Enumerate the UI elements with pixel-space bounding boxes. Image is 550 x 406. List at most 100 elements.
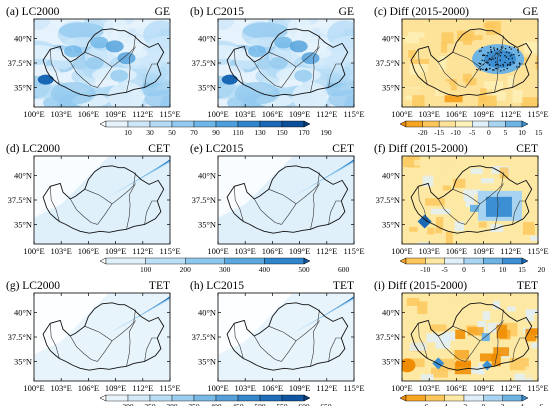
x-tick-label: 103°E — [235, 383, 256, 393]
y-tick-label: 40°N — [198, 308, 216, 318]
x-tick-label: 106°E — [262, 246, 283, 256]
colorbar-segment — [193, 394, 217, 402]
x-tick-label: 100°E — [23, 246, 44, 256]
colorbar-tick-label: 400 — [259, 265, 271, 274]
colorbar-tick-label: -10 — [420, 265, 430, 274]
x-tick-label: 106°E — [78, 246, 99, 256]
colorbar-segment — [405, 394, 426, 402]
x-tick-label: 112°E — [132, 246, 153, 256]
y-tick-label: 35°N — [198, 356, 216, 366]
panel-tag: GE — [155, 6, 170, 18]
x-tick-label: 106°E — [446, 383, 467, 393]
colorbar-segment — [149, 394, 173, 402]
y-tick-label: 40°N — [198, 34, 216, 44]
x-tick-label: 109°E — [473, 383, 494, 393]
colorbar-tick-label: 70 — [190, 128, 198, 137]
x-tick-label: 115°E — [159, 109, 180, 119]
x-tick-label: 106°E — [446, 109, 467, 119]
x-tick-label: 115°E — [527, 109, 548, 119]
x-tick-label: 115°E — [527, 246, 548, 256]
colorbar-tick-label: 170 — [298, 128, 310, 137]
panel-label: (e) LC2015 — [190, 143, 244, 155]
y-tick-label: 37.5°N — [376, 195, 400, 205]
row-cet: 100°E 103°E 106°E 109°E 112°E 115°E 40°N 37.5°N… — [6, 143, 549, 274]
x-tick-label: 100°E — [391, 383, 412, 393]
colorbar-segment — [105, 120, 129, 128]
colorbar-tet-diff: -6 -4 -2 0 2 4 6 — [399, 394, 543, 406]
row-tet: 100°E 103°E 106°E 109°E 112°E 115°E 40°N 37.5°N… — [6, 280, 549, 406]
colorbar-segment — [105, 394, 129, 402]
region-boundary — [42, 302, 165, 371]
colorbar-ge-diff: -20 -15 -10 -5 0 5 10 15 — [399, 120, 543, 137]
panel-tag: GE — [339, 6, 354, 18]
colorbar-segment — [215, 120, 239, 128]
panel-label: (c) Diff (2015-2000) — [374, 6, 469, 18]
colorbar-tick-label: 200 — [122, 402, 134, 406]
colorbar-tick-label: -2 — [461, 402, 467, 406]
row-ge: 100°E 103°E 106°E 109°E 112°E 115°E 40°N 37.5°N… — [6, 6, 549, 137]
colorbar-segment — [105, 257, 146, 265]
y-tick-label: 37.5°N — [376, 58, 400, 68]
x-tick-label: 112°E — [500, 383, 521, 393]
colorbar-segment — [502, 257, 523, 265]
colorbar-tick-label: 500 — [254, 402, 266, 406]
colorbar-segment — [455, 120, 473, 128]
colorbar-segment — [405, 120, 423, 128]
y-tick-label: 37.5°N — [8, 58, 32, 68]
x-tick-label: 109°E — [473, 246, 494, 256]
colorbar-segment — [171, 394, 195, 402]
colorbar-ge: 10 30 50 70 90 110 130 150 170 190 — [99, 120, 332, 137]
y-tick-label: 37.5°N — [8, 195, 32, 205]
panel-label: (d) LC2000 — [6, 143, 60, 155]
x-tick-label: 100°E — [207, 109, 228, 119]
colorbar-tick-label: 100 — [140, 265, 152, 274]
x-tick-label: 109°E — [105, 109, 126, 119]
panel-tag: GE — [523, 6, 538, 18]
map-panel-b: 100°E 103°E 106°E 109°E 112°E 115°E 40°N 37.5°N… — [190, 6, 365, 119]
colorbar-segment — [127, 120, 151, 128]
colorbar-segment — [438, 120, 456, 128]
colorbar-segment — [502, 394, 523, 402]
colorbar-tick-label: 450 — [232, 402, 244, 406]
colorbar-tick-label: 15 — [518, 265, 526, 274]
colorbar-segment — [184, 257, 225, 265]
y-tick-label: 37.5°N — [192, 58, 216, 68]
x-tick-label: 112°E — [316, 109, 337, 119]
x-tick-label: 103°E — [419, 383, 440, 393]
y-tick-label: 37.5°N — [8, 332, 32, 342]
colorbar-tick-label: 6 — [539, 402, 543, 406]
colorbar-segment — [237, 394, 261, 402]
colorbar-segment — [444, 257, 465, 265]
map-panel-a: 100°E 103°E 106°E 109°E 112°E 115°E 40°N 37.5°N… — [6, 6, 181, 119]
colorbar-tick-label: 5 — [504, 128, 508, 137]
y-tick-label: 35°N — [14, 82, 32, 92]
colorbar-segment — [472, 120, 490, 128]
colorbar-segment — [463, 394, 484, 402]
x-tick-label: 103°E — [235, 246, 256, 256]
colorbar-segment — [127, 394, 151, 402]
x-tick-label: 112°E — [132, 383, 153, 393]
colorbar-tick-label: 650 — [320, 402, 332, 406]
colorbar-tick-label: 2 — [501, 402, 505, 406]
panel-label: (i) Diff (2015-2000) — [374, 280, 467, 292]
panel-tag: TET — [149, 280, 170, 292]
y-tick-label: 40°N — [14, 171, 32, 181]
colorbar-tick-label: 130 — [254, 128, 266, 137]
x-tick-label: 100°E — [23, 109, 44, 119]
colorbar-tet: 200 250 300 350 400 450 500 550 600 650 — [99, 394, 332, 406]
colorbar-segment — [259, 120, 283, 128]
panel-label: (b) LC2015 — [190, 6, 244, 18]
region-boundary — [226, 165, 349, 234]
colorbar-tick-label: 300 — [219, 265, 231, 274]
x-tick-label: 115°E — [159, 246, 180, 256]
colorbar-segment — [483, 257, 503, 265]
y-tick-label: 35°N — [198, 82, 216, 92]
colorbar-segment — [463, 257, 484, 265]
colorbar-cet-diff: -10 -5 0 5 10 15 20 — [399, 257, 545, 274]
map-panel-f: 100°E 103°E 106°E 109°E 112°E 115°E 40°N 37.5°N… — [374, 143, 549, 256]
region-boundary — [410, 28, 533, 97]
colorbar-tick-label: 150 — [276, 128, 288, 137]
x-tick-label: 109°E — [289, 246, 310, 256]
colorbar-tick-label: 0 — [462, 265, 466, 274]
